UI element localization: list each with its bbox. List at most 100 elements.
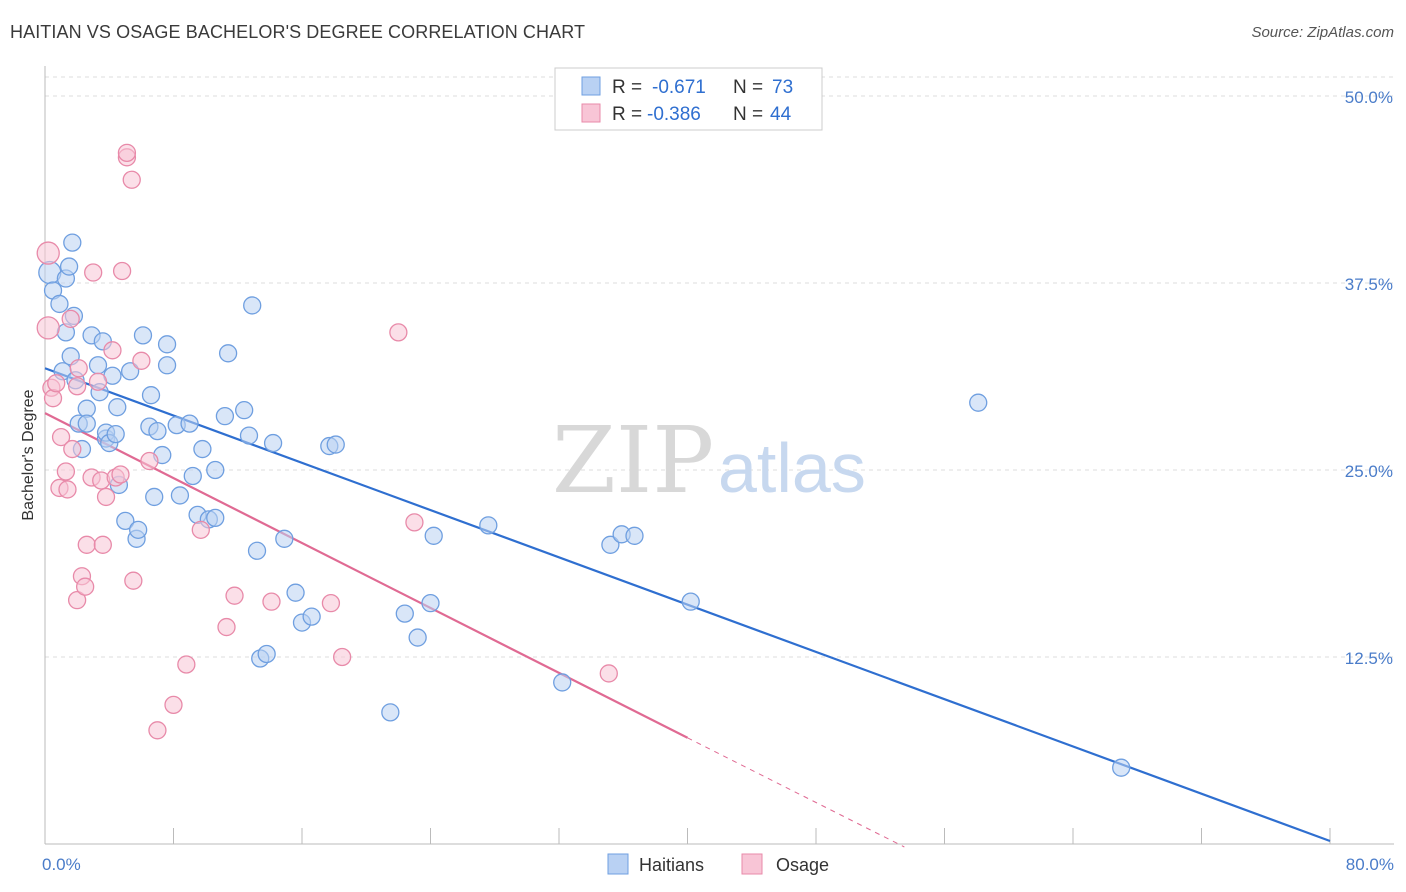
legend-box: R = -0.671 N = 73 R = -0.386 N = 44 xyxy=(554,67,823,131)
point-haitians-37 xyxy=(157,356,177,375)
point-haitians-59 xyxy=(302,607,321,626)
legend-r-label-osage: R = xyxy=(612,104,642,125)
y-tick-labels: 12.5% 25.0% 37.5% 50.0% xyxy=(1345,88,1393,668)
point-osage-19 xyxy=(88,372,108,391)
point-osage-13 xyxy=(67,591,87,610)
point-haitians-29 xyxy=(129,520,148,539)
point-osage-33 xyxy=(148,721,167,740)
point-osage-43 xyxy=(405,513,424,532)
point-osage-34 xyxy=(164,695,183,715)
point-haitians-64 xyxy=(408,628,427,647)
point-osage-4 xyxy=(47,374,66,393)
point-haitians-2 xyxy=(50,294,69,314)
legend-r-value-osage: -0.386 xyxy=(647,104,701,125)
point-osage-44 xyxy=(599,664,618,683)
point-osage-9 xyxy=(61,309,80,329)
point-haitians-16 xyxy=(88,356,108,375)
legend-n-value-haitians: 73 xyxy=(772,77,793,98)
point-haitians-74 xyxy=(1112,758,1131,777)
point-haitians-30 xyxy=(133,326,153,345)
watermark-atlas: atlas xyxy=(718,429,866,507)
legend-n-value-osage: 44 xyxy=(770,104,792,125)
point-osage-15 xyxy=(76,577,95,596)
point-haitians-46 xyxy=(206,508,225,528)
bottom-legend-swatch-haitians xyxy=(607,853,629,875)
watermark: ZIP atlas xyxy=(552,407,866,514)
x-tick-labels: 0.0% 80.0% xyxy=(42,855,1394,874)
point-haitians-56 xyxy=(275,529,294,548)
point-osage-29 xyxy=(122,170,141,189)
point-haitians-14 xyxy=(77,414,96,433)
y-axis-label: Bachelor's Degree xyxy=(20,389,37,520)
point-haitians-73 xyxy=(969,393,988,412)
y-tick-label-0: 12.5% xyxy=(1345,649,1393,668)
point-haitians-69 xyxy=(601,535,620,554)
bottom-legend-label-osage: Osage xyxy=(776,855,829,875)
point-haitians-65 xyxy=(421,593,440,613)
point-haitians-40 xyxy=(180,414,199,433)
point-haitians-71 xyxy=(625,526,644,545)
y-tick-label-3: 50.0% xyxy=(1345,88,1393,107)
point-haitians-67 xyxy=(479,516,498,535)
point-haitians-26 xyxy=(116,511,135,531)
y-tick-label-1: 25.0% xyxy=(1345,462,1393,481)
legend-swatch-osage xyxy=(581,103,601,123)
bottom-legend-label-haitians: Haitians xyxy=(639,855,704,875)
chart-source: Source: ZipAtlas.com xyxy=(1251,24,1394,41)
point-haitians-25 xyxy=(106,424,125,444)
point-haitians-49 xyxy=(235,401,254,420)
point-osage-39 xyxy=(262,592,281,611)
bottom-legend: Haitians Osage xyxy=(607,853,829,875)
point-haitians-51 xyxy=(243,296,262,315)
trend-line-osage-extension xyxy=(687,737,905,848)
point-haitians-43 xyxy=(193,439,212,459)
x-tick-label-max: 80.0% xyxy=(1346,855,1394,874)
point-haitians-72 xyxy=(681,592,700,611)
watermark-zip: ZIP xyxy=(552,407,714,514)
legend-n-label-osage: N = xyxy=(733,104,763,125)
point-haitians-34 xyxy=(148,421,167,441)
point-osage-30 xyxy=(124,571,143,590)
bottom-legend-swatch-osage xyxy=(741,853,763,875)
point-haitians-68 xyxy=(553,673,572,692)
point-osage-16 xyxy=(77,535,96,554)
data-points xyxy=(36,143,1131,777)
point-haitians-4 xyxy=(59,257,79,276)
point-haitians-24 xyxy=(108,398,127,417)
point-osage-11 xyxy=(67,377,87,396)
point-haitians-5 xyxy=(63,233,82,252)
point-osage-22 xyxy=(96,487,116,507)
point-haitians-63 xyxy=(395,604,414,623)
point-osage-6 xyxy=(51,427,71,447)
point-haitians-27 xyxy=(120,362,140,381)
point-haitians-55 xyxy=(263,433,283,453)
point-osage-1 xyxy=(36,316,60,340)
point-osage-7 xyxy=(56,462,76,481)
point-osage-25 xyxy=(111,465,130,484)
point-osage-10 xyxy=(63,439,82,459)
point-haitians-36 xyxy=(157,335,177,354)
point-haitians-66 xyxy=(424,526,443,545)
point-haitians-54 xyxy=(257,644,276,664)
point-osage-8 xyxy=(58,480,77,499)
chart-title: HAITIAN VS OSAGE BACHELOR'S DEGREE CORRE… xyxy=(10,22,586,42)
point-haitians-32 xyxy=(141,386,161,405)
point-haitians-50 xyxy=(239,426,259,445)
legend-r-value-haitians: -0.671 xyxy=(652,77,706,98)
point-haitians-62 xyxy=(381,703,400,722)
point-osage-32 xyxy=(140,451,159,471)
point-osage-42 xyxy=(389,323,408,342)
point-osage-38 xyxy=(225,586,244,605)
point-haitians-57 xyxy=(286,583,305,602)
legend-swatch-haitians xyxy=(581,76,601,96)
point-osage-3 xyxy=(43,389,63,408)
point-osage-36 xyxy=(191,520,210,539)
point-osage-40 xyxy=(321,593,341,613)
point-osage-18 xyxy=(84,263,103,282)
point-osage-23 xyxy=(103,341,122,360)
point-haitians-33 xyxy=(145,487,164,507)
point-osage-37 xyxy=(217,617,236,637)
y-tick-label-2: 37.5% xyxy=(1345,275,1393,294)
legend-n-label-haitians: N = xyxy=(733,77,763,98)
